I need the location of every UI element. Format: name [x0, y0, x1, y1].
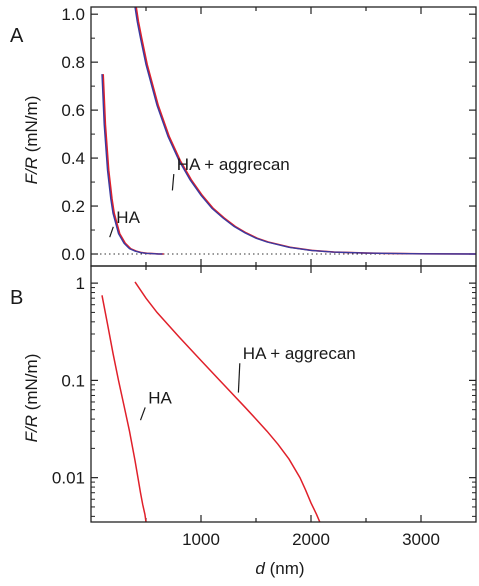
panel-b-ylabel-symbol: F/R	[22, 415, 41, 442]
x-tick-label: 1000	[182, 530, 220, 549]
x-axis-title: d (nm)	[255, 559, 304, 578]
panel-a-ytick-label: 0.4	[61, 149, 85, 168]
panel-a-ylabel-unit: (mN/m)	[22, 96, 41, 157]
panel-b-group: 0.01 0.1 1 HA HA + aggrecan	[52, 265, 477, 523]
panel-a-annotation-leader	[171, 174, 175, 191]
x-tick-label: 3000	[402, 530, 440, 549]
panel-a-ytick-label: 0.8	[61, 53, 85, 72]
panel-b-letter: B	[10, 287, 23, 309]
plot-root: 0.0 0.2 0.4 0.6 0.8 1.0 HA HA + aggrecan 0.01 0.1…	[52, 5, 477, 549]
panel-a-annotation-label: HA + aggrecan	[177, 155, 290, 174]
panel-a-ytick-label: 0.2	[61, 197, 85, 216]
x-axis-title-unit: (nm)	[265, 559, 305, 578]
panel-b-ytick-label: 0.01	[52, 469, 85, 488]
panel-a-series-ha-line-blue	[101, 74, 163, 255]
panel-a-letter: A	[10, 25, 24, 47]
panel-b-ylabel: F/R (mN/m)	[22, 354, 41, 443]
panel-a-group: 0.0 0.2 0.4 0.6 0.8 1.0 HA HA + aggrecan	[61, 5, 477, 267]
panel-a-ylabel-symbol: F/R	[22, 157, 41, 184]
panel-b-annotation-label: HA	[148, 388, 172, 407]
panel-b-annotation-leader	[139, 407, 146, 421]
panel-b-series-ha-aggrecan-line	[134, 281, 321, 522]
panel-a-ytick-label: 0.6	[61, 101, 85, 120]
panel-a-ylabel: F/R (mN/m)	[22, 96, 41, 185]
panel-a-ytick-label: 0.0	[61, 245, 85, 264]
panel-b-ytick-label: 0.1	[61, 371, 85, 390]
panel-b-frame	[90, 265, 477, 523]
panel-b-series-ha-line	[101, 295, 147, 522]
panel-b-annotation-label: HA + aggrecan	[243, 344, 356, 363]
panel-a-annotation-leader	[109, 226, 114, 238]
panel-b-ytick-label: 1	[76, 274, 85, 293]
panel-a-series-group	[101, 7, 476, 255]
panel-b-annotation-leader	[237, 363, 241, 393]
x-tick-label: 2000	[292, 530, 330, 549]
x-axis-title-symbol: d	[255, 559, 265, 578]
panel-a-ytick-label: 1.0	[61, 5, 85, 24]
panel-a-series-ha-aggrecan-line-blue	[134, 7, 476, 255]
panel-b-ylabel-unit: (mN/m)	[22, 354, 41, 415]
panel-a-annotation-label: HA	[116, 208, 140, 227]
panel-b-series-group	[101, 281, 321, 522]
